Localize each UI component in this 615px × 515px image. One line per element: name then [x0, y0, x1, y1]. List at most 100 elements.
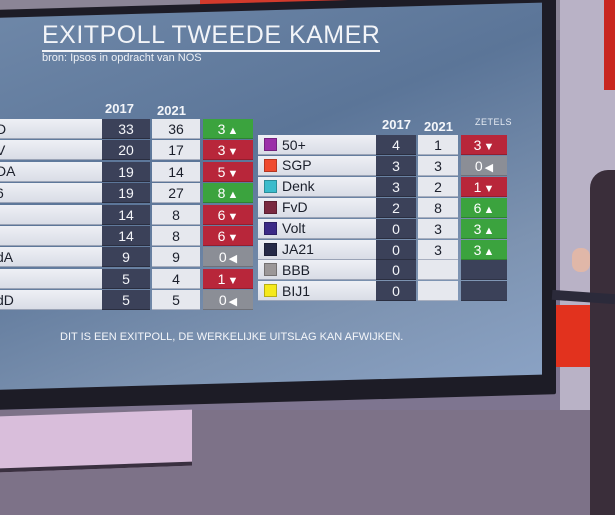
party-color-swatch — [264, 158, 277, 172]
party-name: Denk — [282, 178, 315, 195]
seats-2017-cell: 0 — [376, 218, 416, 239]
seats-2017-cell: 14 — [102, 226, 150, 246]
page-title: EXITPOLL TWEEDE KAMER — [42, 20, 381, 52]
seats-2021-cell: 8 — [152, 226, 200, 246]
seats-2017-cell: 20 — [102, 140, 150, 161]
seat-change-badge: 6 ▼ — [203, 204, 253, 225]
table-row: SGP 3 3 0 ◀ — [258, 155, 507, 176]
seat-change-badge: 6 ▼ — [203, 226, 253, 246]
seats-2017-cell: 2 — [376, 197, 416, 218]
exitpoll-graphic: EXITPOLL TWEEDE KAMER bron: Ipsos in opd… — [0, 18, 542, 390]
arrow-left-icon: ◀ — [228, 296, 238, 309]
arrow-up-icon: ▲ — [227, 125, 239, 137]
table-row: Volt 0 3 3 ▲ — [258, 218, 507, 239]
seat-change-badge: 0 ◀ — [203, 290, 253, 311]
right-col-2017-header: 2017 — [382, 117, 411, 132]
seats-2017-cell: 5 — [102, 290, 150, 311]
party-name: SGP — [282, 157, 312, 174]
seats-2021-cell — [418, 260, 458, 281]
seat-change-badge: 1 ▼ — [461, 176, 507, 197]
table-row: BIJ1 0 — [258, 281, 507, 302]
party-name-cell — [0, 268, 102, 289]
seats-2017-cell: 0 — [376, 281, 416, 302]
arrow-left-icon: ◀ — [484, 161, 494, 174]
seat-change-badge: 8 ▲ — [203, 183, 253, 204]
right-col-2021-header: 2021 — [424, 119, 453, 134]
arrow-up-icon: ▲ — [483, 224, 495, 237]
seats-2021-cell: 5 — [152, 290, 200, 311]
party-name-cell — [0, 204, 102, 225]
party-name: BIJ1 — [282, 282, 311, 299]
studio-red-accent — [604, 0, 615, 90]
party-color-swatch — [264, 263, 277, 277]
party-color-swatch — [264, 137, 277, 151]
party-name-cell: dA — [0, 247, 102, 268]
arrow-up-icon: ▲ — [227, 189, 239, 202]
seats-2021-cell: 1 — [418, 135, 458, 155]
table-row: D 33 36 3 ▲ — [0, 119, 253, 139]
party-name: DA — [0, 163, 16, 180]
left-col-2017-header: 2017 — [105, 101, 134, 116]
seats-2021-cell: 2 — [418, 176, 458, 197]
party-name: dA — [0, 248, 14, 265]
table-row: JA21 0 3 3 ▲ — [258, 239, 507, 260]
seat-change-badge: 3 ▲ — [461, 218, 507, 239]
table-row: 6 19 27 8 ▲ — [0, 183, 253, 204]
seats-2017-cell: 33 — [102, 119, 150, 139]
table-row: 50+ 4 1 3 ▼ — [258, 135, 507, 155]
seats-2017-cell: 14 — [102, 204, 150, 225]
seats-2017-cell: 5 — [102, 268, 150, 289]
party-name: FvD — [282, 199, 308, 216]
seats-2021-cell — [418, 281, 458, 302]
arrow-down-icon: ▼ — [227, 167, 239, 180]
seats-2017-cell: 3 — [376, 176, 416, 197]
seat-change-value: 0 — [218, 292, 227, 309]
seat-change-badge: 5 ▼ — [203, 161, 253, 182]
seats-2021-cell: 9 — [152, 247, 200, 268]
seat-change-value: 6 — [473, 199, 482, 216]
party-name-cell: 50+ — [258, 135, 376, 155]
table-row: FvD 2 8 6 ▲ — [258, 197, 507, 218]
seats-2017-cell: 9 — [102, 247, 150, 268]
seat-change-value: 3 — [217, 121, 226, 137]
seats-2021-cell: 27 — [152, 183, 200, 204]
seat-change-value: 0 — [474, 157, 483, 174]
party-name-cell: D — [0, 119, 102, 139]
party-color-swatch — [264, 200, 277, 214]
party-color-swatch — [264, 284, 277, 298]
arrow-down-icon: ▼ — [227, 274, 239, 287]
seats-2021-cell: 14 — [152, 161, 200, 182]
seat-change-badge: 3 ▲ — [203, 119, 253, 139]
seat-change-value: 6 — [217, 206, 226, 223]
party-name-cell: JA21 — [258, 239, 376, 260]
party-name-cell: 6 — [0, 183, 102, 204]
seat-change-value: 3 — [473, 220, 482, 237]
presenter-hand — [572, 248, 590, 272]
table-row: 5 4 1 ▼ — [0, 268, 253, 289]
seats-2017-cell: 19 — [102, 161, 150, 182]
party-name: BBB — [282, 261, 311, 278]
seats-2021-cell: 4 — [152, 268, 200, 289]
seat-change-badge: 3 ▼ — [461, 135, 507, 155]
left-col-2021-header: 2021 — [157, 103, 186, 118]
party-name-cell: dD — [0, 290, 102, 311]
arrow-down-icon: ▼ — [483, 141, 495, 153]
seats-2017-cell: 19 — [102, 183, 150, 204]
seats-2021-cell: 3 — [418, 218, 458, 239]
table-row: DA 19 14 5 ▼ — [0, 161, 253, 182]
table-row: 14 8 6 ▼ — [0, 226, 253, 246]
party-name-cell — [0, 226, 102, 246]
seat-change-value: 3 — [473, 241, 482, 258]
seat-change-value: 6 — [217, 228, 226, 244]
seats-2021-cell: 8 — [152, 204, 200, 225]
party-name-cell: BIJ1 — [258, 281, 376, 302]
seat-change-badge — [461, 281, 507, 302]
party-name-cell: V — [0, 140, 102, 161]
seat-change-value: 3 — [473, 137, 482, 153]
party-name-cell: BBB — [258, 260, 376, 281]
seat-change-badge: 0 ◀ — [461, 155, 507, 176]
arrow-up-icon: ▲ — [483, 245, 495, 258]
presenter — [590, 170, 615, 515]
table-row: V 20 17 3 ▼ — [0, 140, 253, 161]
seat-change-value: 5 — [217, 163, 226, 180]
